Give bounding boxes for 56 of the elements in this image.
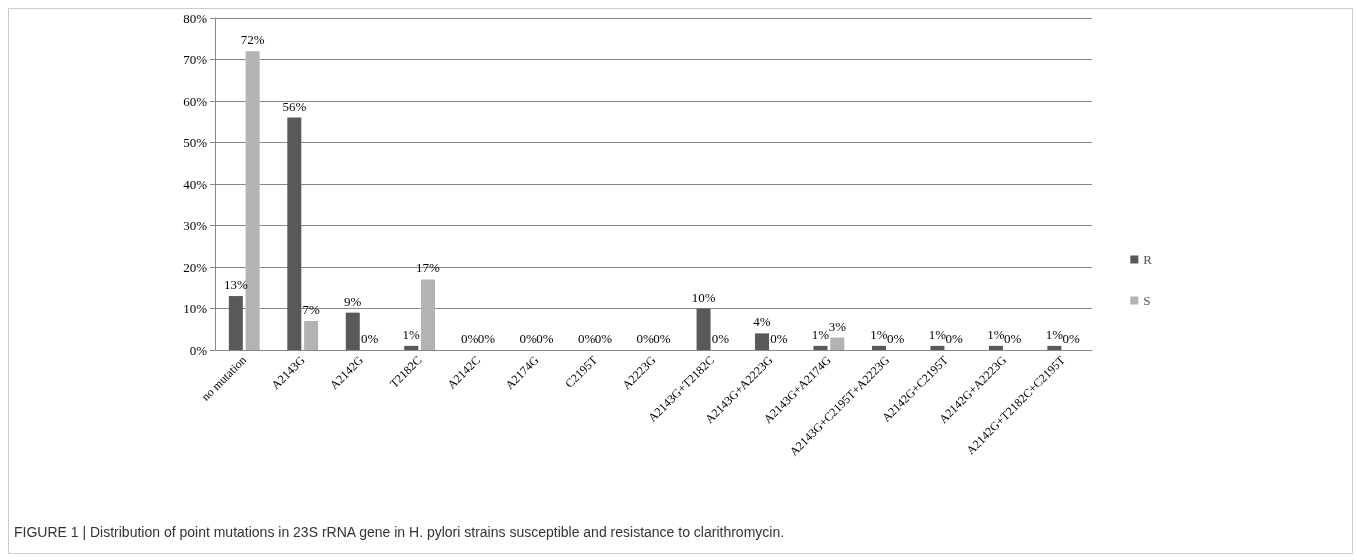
- y-tick-label: 0%: [189, 342, 208, 358]
- data-label: 1%: [870, 326, 888, 342]
- y-tick-label: 10%: [183, 301, 208, 316]
- data-label: 0%: [577, 331, 596, 346]
- bar: [1047, 345, 1062, 350]
- data-label: 0%: [711, 331, 730, 346]
- data-label: 0%: [461, 331, 479, 346]
- bar: [304, 320, 319, 350]
- y-tick-label: 70%: [183, 52, 208, 67]
- data-label: 0%: [770, 331, 788, 346]
- y-tick-label: 50%: [183, 135, 208, 150]
- bar: [421, 279, 436, 350]
- bar: [696, 308, 711, 350]
- data-label: 56%: [282, 98, 307, 114]
- data-label: 0%: [519, 331, 537, 346]
- bar: [287, 117, 302, 350]
- data-label: 1%: [811, 326, 830, 342]
- data-label: 17%: [416, 260, 441, 276]
- data-label: 13%: [223, 277, 248, 293]
- data-label: 0%: [887, 331, 905, 346]
- data-label: 0%: [636, 331, 654, 346]
- bar: [228, 296, 243, 350]
- bar: [813, 345, 828, 350]
- data-label: 0%: [1062, 331, 1080, 346]
- data-label: 0%: [536, 331, 554, 346]
- bar: [404, 345, 419, 350]
- data-label: 0%: [360, 331, 379, 346]
- data-label: 3%: [828, 318, 847, 334]
- data-label: 1%: [928, 326, 947, 342]
- data-label: 0%: [1004, 331, 1022, 346]
- data-label: 72%: [240, 32, 265, 48]
- y-tick-label: 60%: [183, 93, 208, 109]
- bar: [755, 333, 770, 350]
- legend-label: R: [1143, 252, 1153, 267]
- data-label: 7%: [302, 301, 320, 317]
- legend-label: S: [1143, 293, 1151, 308]
- data-label: 1%: [987, 326, 1005, 342]
- data-label: 1%: [1045, 326, 1064, 342]
- y-tick-label: 80%: [183, 10, 208, 26]
- y-tick-label: 40%: [183, 176, 208, 192]
- caption: FIGURE 1 | Distribution of point mutations in 23S rRNA gene in H. pylori strains susceptible and resistance to clarithromycin.: [14, 524, 785, 540]
- y-tick-label: 30%: [183, 218, 208, 233]
- data-label: 0%: [653, 331, 671, 346]
- data-label: 0%: [945, 331, 964, 346]
- bar: [871, 345, 886, 350]
- bar: [988, 345, 1003, 350]
- data-label: 9%: [344, 293, 362, 309]
- bar: [930, 345, 945, 350]
- data-label: 1%: [402, 326, 421, 342]
- data-label: 0%: [477, 331, 496, 346]
- bar: [345, 312, 360, 350]
- data-label: 4%: [753, 314, 771, 330]
- bar: [830, 337, 845, 350]
- y-tick-label: 20%: [183, 259, 208, 275]
- data-label: 10%: [691, 289, 716, 305]
- data-label: 0%: [594, 331, 613, 346]
